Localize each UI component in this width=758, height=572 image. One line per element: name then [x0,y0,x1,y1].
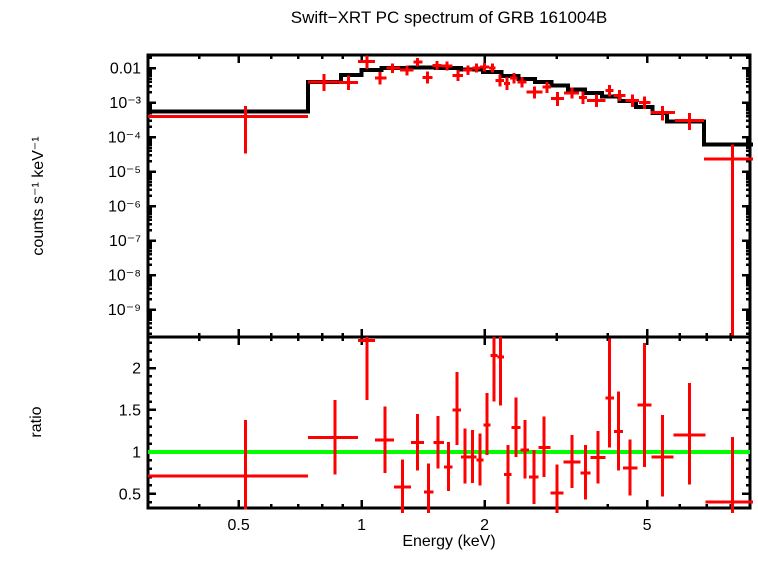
svg-text:10⁻⁸: 10⁻⁸ [108,268,141,285]
chart-canvas: 0.01 10⁻³ 10⁻⁴ 10⁻⁵ 10⁻⁶ 10⁻⁷ 10⁻⁸ 10⁻⁹ 0.5 1 1.5 2… [108,53,753,534]
svg-text:2: 2 [132,361,141,378]
plot-title: Swift−XRT PC spectrum of GRB 161004B [290,8,608,27]
svg-text:10⁻⁵: 10⁻⁵ [108,164,141,181]
svg-text:10⁻⁶: 10⁻⁶ [108,199,141,216]
energy-x-axis-label: Energy (keV) [402,533,496,550]
svg-text:1.5: 1.5 [119,402,141,419]
svg-text:0.5: 0.5 [119,486,141,503]
spectrum-figure: Swift−XRT PC spectrum of GRB 161004B cou… [28,8,753,550]
svg-text:10⁻⁴: 10⁻⁴ [108,130,141,147]
svg-text:2: 2 [480,517,489,534]
svg-text:0.01: 0.01 [110,61,141,78]
svg-text:10⁻⁷: 10⁻⁷ [109,233,141,250]
svg-text:5: 5 [643,517,652,534]
svg-text:10⁻³: 10⁻³ [109,95,141,112]
svg-text:1: 1 [132,444,141,461]
svg-text:10⁻⁹: 10⁻⁹ [108,302,141,319]
svg-text:1: 1 [357,517,366,534]
svg-text:0.5: 0.5 [227,517,249,534]
